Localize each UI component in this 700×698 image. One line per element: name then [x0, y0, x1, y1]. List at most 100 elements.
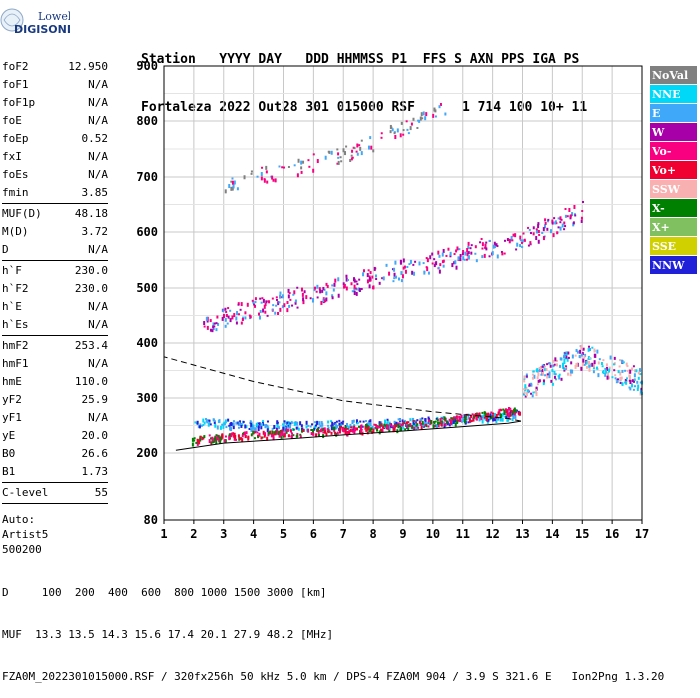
trace-point: [350, 154, 353, 157]
trace-point: [486, 414, 489, 417]
trace-point: [437, 266, 440, 269]
trace-point: [401, 422, 404, 426]
trace-point: [387, 423, 390, 427]
trace-point: [307, 159, 310, 162]
trace-point: [443, 416, 446, 421]
tick-label-y: 80: [144, 513, 158, 527]
trace-point: [407, 424, 410, 428]
trace-point: [336, 148, 339, 151]
trace-point: [217, 435, 220, 440]
trace-point: [228, 434, 231, 439]
trace-point: [346, 430, 349, 435]
trace-point: [260, 436, 263, 440]
trace-point: [518, 411, 521, 416]
trace-point: [508, 407, 511, 411]
trace-point: [286, 308, 289, 313]
trace-point: [533, 374, 536, 379]
trace-point: [605, 363, 608, 367]
trace-point: [553, 363, 556, 366]
trace-point: [398, 422, 401, 426]
trace-point: [530, 392, 533, 395]
trace-point: [315, 290, 318, 293]
trace-point: [422, 422, 425, 427]
trace-point: [325, 297, 328, 302]
trace-point: [206, 316, 209, 321]
trace-point: [499, 408, 502, 411]
trace-point: [237, 426, 240, 429]
trace-point: [470, 244, 473, 247]
trace-point: [250, 422, 253, 427]
trace-point: [634, 369, 637, 373]
trace-point: [464, 417, 467, 420]
trace-point: [542, 236, 545, 241]
header-value-settings: 1 714 100 10+ 11: [461, 100, 588, 115]
trace-point: [443, 422, 446, 425]
trace-point: [195, 441, 198, 444]
trace-point: [484, 246, 487, 249]
trace-point: [337, 160, 340, 165]
header-label-settings: FFS S AXN PPS IGA PS: [422, 52, 580, 67]
trace-point: [507, 414, 510, 418]
trace-point: [359, 430, 362, 435]
trace-point: [230, 433, 233, 438]
trace-point: [419, 422, 422, 426]
trace-point: [574, 354, 577, 357]
trace-point: [553, 375, 556, 379]
trace-point: [481, 247, 484, 250]
trace-point: [491, 251, 494, 256]
trace-point: [272, 178, 275, 182]
trace-point: [508, 407, 511, 411]
trace-point: [406, 424, 409, 427]
trace-point: [597, 373, 600, 378]
trace-point: [468, 418, 471, 423]
trace-point: [205, 419, 208, 423]
trace-point: [535, 386, 538, 389]
trace-point: [521, 246, 524, 249]
trace-point: [514, 233, 517, 238]
trace-point: [368, 424, 371, 428]
trace-point: [537, 222, 540, 226]
trace-point: [549, 364, 552, 368]
trace-point: [446, 421, 449, 426]
trace-point: [346, 432, 349, 437]
trace-point: [212, 440, 215, 443]
param-value: N/A: [88, 150, 108, 163]
trace-point: [411, 418, 414, 423]
trace-point: [400, 423, 403, 427]
trace-point: [503, 412, 506, 415]
trace-point: [397, 424, 400, 429]
trace-point: [503, 252, 506, 255]
trace-point: [386, 424, 389, 429]
trace-point: [433, 264, 436, 268]
trace-point: [433, 258, 436, 261]
trace-point: [235, 321, 238, 325]
trace-point: [453, 416, 456, 421]
trace-point: [523, 375, 526, 380]
trace-point: [530, 383, 533, 387]
trace-point: [617, 370, 620, 374]
trace-point: [414, 421, 417, 425]
trace-point: [508, 238, 511, 241]
trace-point: [347, 426, 350, 429]
trace-point: [445, 254, 448, 257]
param-row: D N/A: [2, 241, 108, 259]
trace-point: [421, 417, 424, 420]
trace-point: [625, 380, 628, 385]
trace-point: [271, 308, 274, 312]
trace-point: [216, 434, 219, 439]
trace-point: [278, 165, 281, 168]
param-value: 20.0: [81, 429, 109, 442]
trace-point: [607, 372, 610, 377]
trace-point: [476, 413, 479, 416]
trace-point: [543, 235, 546, 238]
trace-point: [250, 433, 253, 437]
trace-point: [337, 277, 340, 282]
trace-point: [336, 424, 339, 428]
trace-point: [276, 422, 279, 427]
trace-point: [207, 419, 210, 422]
trace-point: [537, 379, 540, 383]
trace-point: [619, 382, 622, 385]
trace-point: [440, 421, 443, 426]
trace-point: [532, 226, 535, 230]
trace-point: [386, 424, 389, 429]
